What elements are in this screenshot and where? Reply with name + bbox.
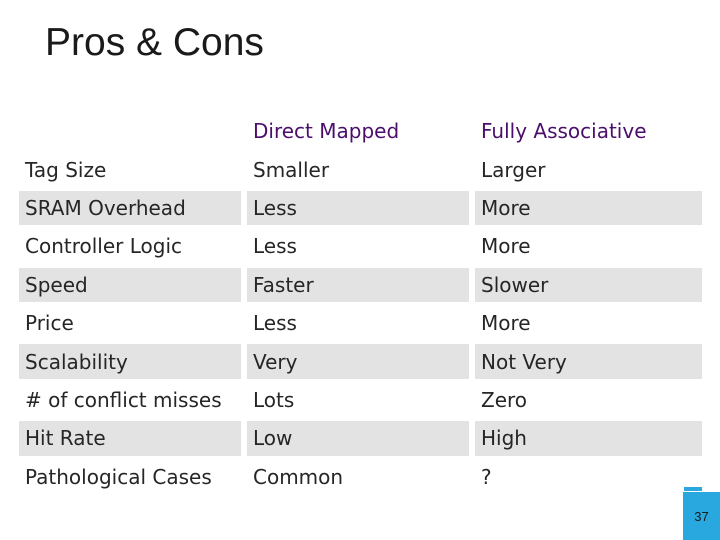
direct-mapped-value: Faster [247,267,469,302]
header-fully-associative: Fully Associative [481,119,647,144]
fully-associative-value: Not Very [475,344,702,379]
slide-title: Pros & Cons [45,21,264,64]
row-label: SRAM Overhead [19,190,241,226]
row-label: Speed [19,267,241,302]
table-row: Speed Faster Slower [19,266,702,304]
direct-mapped-value: Smaller [253,157,330,182]
direct-mapped-value: Lots [253,387,295,412]
row-label: Scalability [19,344,241,379]
table-header-row: Direct Mapped Fully Associative [19,112,702,150]
row-label: Price [25,311,74,336]
row-label: Controller Logic [25,234,183,259]
table-row: Price Less More [19,304,702,342]
direct-mapped-value: Very [247,344,469,379]
direct-mapped-value: Less [247,190,469,226]
table-row: Controller Logic Less More [19,227,702,265]
fully-associative-value: Zero [481,387,528,412]
table-row: Tag Size Smaller Larger [19,150,702,188]
fully-associative-value: Larger [481,157,546,182]
table-row: Pathological Cases Common ? [19,458,702,496]
page-number: 37 [694,508,709,524]
comparison-table: Direct Mapped Fully Associative Tag Size… [19,112,702,496]
direct-mapped-value: Low [247,421,469,456]
fully-associative-value: ? [481,464,492,489]
fully-associative-value: More [475,190,702,226]
row-label: Hit Rate [19,421,241,456]
fully-associative-value: More [481,311,531,336]
fully-associative-value: Slower [475,267,702,302]
fully-associative-value: High [475,421,702,456]
header-direct-mapped: Direct Mapped [253,119,400,144]
direct-mapped-value: Common [253,464,344,489]
table-row: Hit Rate Low High [19,419,702,457]
page-number-badge: 37 [683,492,720,540]
table-row: SRAM Overhead Less More [19,189,702,227]
fully-associative-value: More [481,234,531,259]
row-label: Tag Size [25,157,107,182]
corner-accent-mark [684,487,702,491]
header-cell-empty [19,114,241,148]
table-row: # of conflict misses Lots Zero [19,381,702,419]
row-label: # of conflict misses [25,387,222,412]
table-row: Scalability Very Not Very [19,342,702,380]
row-label: Pathological Cases [25,464,212,489]
direct-mapped-value: Less [253,234,297,259]
direct-mapped-value: Less [253,311,297,336]
